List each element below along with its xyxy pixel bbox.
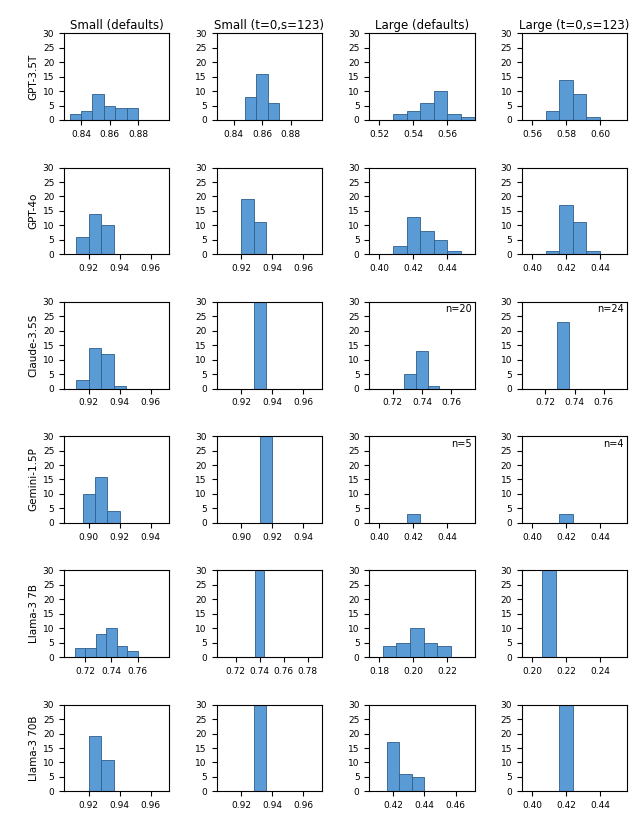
Bar xyxy=(410,628,424,657)
Bar xyxy=(383,646,396,657)
Text: n=20: n=20 xyxy=(445,305,472,315)
Bar xyxy=(127,651,138,657)
Bar xyxy=(104,106,115,120)
Bar xyxy=(399,774,412,791)
Bar xyxy=(559,514,573,523)
Text: n=4: n=4 xyxy=(604,439,624,449)
Bar xyxy=(92,94,104,120)
Bar xyxy=(115,108,127,120)
Text: n=5: n=5 xyxy=(451,439,472,449)
Bar xyxy=(127,108,138,120)
Bar xyxy=(461,117,474,120)
Bar xyxy=(245,97,257,120)
Bar xyxy=(434,91,447,120)
Bar xyxy=(437,646,451,657)
Bar xyxy=(95,634,106,657)
Bar xyxy=(447,252,461,254)
Bar xyxy=(113,386,126,388)
Bar xyxy=(260,436,273,523)
Bar xyxy=(85,648,95,657)
Bar xyxy=(89,736,101,791)
Bar xyxy=(76,237,89,254)
Bar xyxy=(254,222,266,254)
Bar xyxy=(573,94,586,120)
Bar xyxy=(559,79,573,120)
Y-axis label: Gemini-1.5P: Gemini-1.5P xyxy=(29,447,38,511)
Bar xyxy=(546,112,559,120)
Y-axis label: GPT-3.5T: GPT-3.5T xyxy=(29,53,38,100)
Bar xyxy=(83,494,95,523)
Bar xyxy=(428,386,440,388)
Bar xyxy=(420,231,434,254)
Bar xyxy=(393,114,406,120)
Bar xyxy=(559,705,573,791)
Bar xyxy=(416,351,428,388)
Bar xyxy=(447,114,461,120)
Bar xyxy=(573,222,586,254)
Bar xyxy=(116,646,127,657)
Bar xyxy=(406,514,420,523)
Bar xyxy=(241,199,254,254)
Bar xyxy=(74,648,85,657)
Bar xyxy=(106,628,116,657)
Bar xyxy=(559,205,573,254)
Y-axis label: GPT-4o: GPT-4o xyxy=(29,192,38,229)
Title: Large (t=0,s=123): Large (t=0,s=123) xyxy=(520,19,630,32)
Bar xyxy=(406,112,420,120)
Bar xyxy=(387,742,399,791)
Bar xyxy=(254,705,266,791)
Bar xyxy=(424,642,437,657)
Bar xyxy=(586,252,600,254)
Title: Small (defaults): Small (defaults) xyxy=(70,19,163,32)
Bar xyxy=(404,374,416,388)
Title: Large (defaults): Large (defaults) xyxy=(375,19,469,32)
Bar xyxy=(586,117,600,120)
Bar xyxy=(76,380,89,388)
Bar xyxy=(257,74,268,120)
Bar xyxy=(406,217,420,254)
Bar xyxy=(101,760,113,791)
Y-axis label: Llama-3 7B: Llama-3 7B xyxy=(29,584,38,643)
Bar xyxy=(255,571,264,657)
Bar xyxy=(101,226,113,254)
Bar xyxy=(81,112,92,120)
Bar xyxy=(108,511,120,523)
Bar xyxy=(70,114,81,120)
Bar xyxy=(557,322,569,388)
Y-axis label: Claude-3.5S: Claude-3.5S xyxy=(29,313,38,377)
Bar xyxy=(393,246,406,254)
Bar xyxy=(95,476,108,523)
Bar xyxy=(254,302,266,388)
Bar xyxy=(89,348,101,388)
Bar xyxy=(89,214,101,254)
Bar xyxy=(542,571,556,657)
Bar xyxy=(268,102,279,120)
Bar xyxy=(434,240,447,254)
Bar xyxy=(412,777,424,791)
Title: Small (t=0,s=123): Small (t=0,s=123) xyxy=(214,19,324,32)
Bar xyxy=(396,642,410,657)
Bar xyxy=(101,354,113,388)
Bar xyxy=(420,102,434,120)
Text: n=24: n=24 xyxy=(597,305,624,315)
Bar xyxy=(546,252,559,254)
Y-axis label: Llama-3 70B: Llama-3 70B xyxy=(29,716,38,781)
